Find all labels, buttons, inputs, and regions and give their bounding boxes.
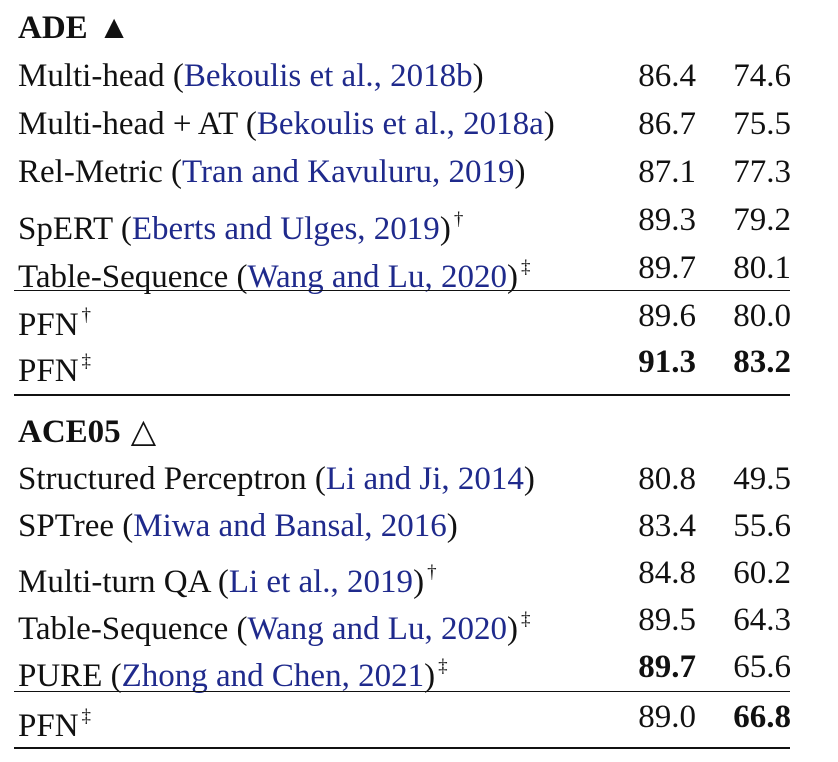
table-row: SPTree (Miwa and Bansal, 2016) 83.4 55.6 <box>0 502 838 550</box>
score-cell: 77.3 <box>733 154 791 190</box>
score-cell: 80.1 <box>733 250 791 286</box>
citation-link[interactable]: Wang and Lu, 2020 <box>247 611 507 647</box>
score-cell: 87.1 <box>638 154 696 190</box>
citation-link[interactable]: Tran and Kavuluru, 2019 <box>182 154 515 190</box>
score-cell: 86.7 <box>638 106 696 142</box>
score-cell: 84.8 <box>638 555 696 591</box>
section-rule <box>14 394 790 396</box>
model-name: Multi-head <box>18 58 165 94</box>
model-name: PFN <box>18 708 79 744</box>
dagger-mark: † <box>427 562 437 583</box>
model-name: Table-Sequence <box>18 611 229 647</box>
filled-triangle-icon: ▲ <box>97 10 131 46</box>
score-cell: 80.0 <box>733 298 791 334</box>
table-row: SpERT (Eberts and Ulges, 2019) † 89.3 79.… <box>0 196 838 247</box>
hollow-triangle-icon: △ <box>130 414 157 450</box>
section-title: ACE05 <box>18 414 121 450</box>
model-name: PFN <box>18 307 79 343</box>
section-title: ADE <box>18 10 88 46</box>
score-cell: 89.6 <box>638 298 696 334</box>
midrule <box>14 691 790 692</box>
model-name: Multi-turn QA <box>18 564 210 600</box>
score-cell: 49.5 <box>733 461 791 497</box>
score-cell: 80.8 <box>638 461 696 497</box>
score-cell: 83.4 <box>638 508 696 544</box>
bottom-rule <box>14 747 790 749</box>
model-name: Multi-head + AT <box>18 106 238 142</box>
model-name: Structured Perceptron <box>18 461 307 497</box>
double-dagger-mark: ‡ <box>81 351 92 372</box>
score-cell: 89.5 <box>638 602 696 638</box>
score-cell: 89.0 <box>638 699 696 735</box>
score-cell: 60.2 <box>733 555 791 591</box>
table-row: Rel-Metric (Tran and Kavuluru, 2019) 87.… <box>0 148 838 196</box>
table-row: Multi-head (Bekoulis et al., 2018b) 86.4… <box>0 52 838 100</box>
citation-link[interactable]: Eberts and Ulges, 2019 <box>131 211 440 247</box>
section-header-ade: ADE ▲ <box>0 4 838 52</box>
citation-link[interactable]: Bekoulis et al., 2018a <box>256 106 544 142</box>
table-row: Table-Sequence (Wang and Lu, 2020) ‡ 89.7… <box>0 244 838 295</box>
double-dagger-mark: ‡ <box>438 656 448 677</box>
dagger-mark: † <box>81 305 92 326</box>
table-row-ours: PFN † 89.6 80.0 <box>0 292 838 343</box>
citation-link[interactable]: Li et al., 2019 <box>228 564 414 600</box>
best-score-cell: 89.7 <box>638 649 696 685</box>
midrule <box>14 290 790 291</box>
dagger-mark: † <box>453 209 464 230</box>
score-cell: 89.7 <box>638 250 696 286</box>
score-cell: 79.2 <box>733 202 791 238</box>
best-score-cell: 91.3 <box>638 344 696 380</box>
table-row: Multi-turn QA (Li et al., 2019) † 84.8 60… <box>0 549 838 600</box>
best-score-cell: 83.2 <box>733 344 791 380</box>
table-row: PURE (Zhong and Chen, 2021) ‡ 89.7 65.6 <box>0 643 838 694</box>
double-dagger-mark: ‡ <box>81 706 92 727</box>
score-cell: 64.3 <box>733 602 791 638</box>
table-row-ours: PFN ‡ 89.0 66.8 <box>0 693 838 744</box>
score-cell: 55.6 <box>733 508 791 544</box>
score-cell: 89.3 <box>638 202 696 238</box>
best-score-cell: 66.8 <box>733 699 791 735</box>
model-name: SpERT <box>18 211 113 247</box>
model-name: SPTree <box>18 508 114 544</box>
table-row: Structured Perceptron (Li and Ji, 2014) … <box>0 455 838 503</box>
model-name: Table-Sequence <box>18 259 229 295</box>
citation-link[interactable]: Wang and Lu, 2020 <box>247 259 507 295</box>
citation-link[interactable]: Zhong and Chen, 2021 <box>121 658 425 694</box>
citation-link[interactable]: Bekoulis et al., 2018b <box>183 58 473 94</box>
double-dagger-mark: ‡ <box>520 609 531 630</box>
score-cell: 75.5 <box>733 106 791 142</box>
model-name: PFN <box>18 353 79 389</box>
table-row-ours: PFN ‡ 91.3 83.2 <box>0 338 838 389</box>
citation-link[interactable]: Miwa and Bansal, 2016 <box>133 508 447 544</box>
score-cell: 74.6 <box>733 58 791 94</box>
score-cell: 65.6 <box>733 649 791 685</box>
score-cell: 86.4 <box>638 58 696 94</box>
model-name: Rel-Metric <box>18 154 163 190</box>
double-dagger-mark: ‡ <box>520 257 531 278</box>
table-row: Table-Sequence (Wang and Lu, 2020) ‡ 89.5… <box>0 596 838 647</box>
citation-link[interactable]: Li and Ji, 2014 <box>325 461 524 497</box>
model-name: PURE <box>18 658 103 694</box>
table-row: Multi-head + AT (Bekoulis et al., 2018a)… <box>0 100 838 148</box>
section-header-ace05: ACE05 △ <box>0 408 838 456</box>
